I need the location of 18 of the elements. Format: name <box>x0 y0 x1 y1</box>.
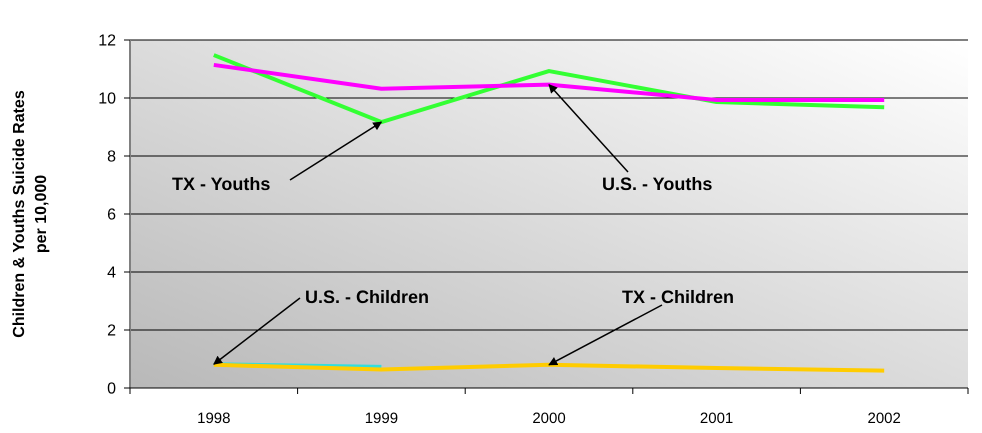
x-tick-label: 1999 <box>364 410 398 427</box>
annotation: U.S. - Children <box>305 287 430 307</box>
line-series <box>212 62 886 102</box>
x-tick-label: 2000 <box>532 410 566 427</box>
y-tick-label: 10 <box>98 90 116 108</box>
y-tick-label: 4 <box>107 264 116 282</box>
y-tick-label: 6 <box>107 206 116 224</box>
x-tick-label: 2001 <box>700 410 734 427</box>
annotation: TX - Children <box>622 287 734 307</box>
annotation: U.S. - Youths <box>602 174 712 194</box>
y-tick-label: 12 <box>98 32 116 50</box>
y-axis-title: Children & Youths Suicide Rates per 10,000 <box>11 90 50 338</box>
x-tick-label: 2002 <box>868 410 901 427</box>
annotation: TX - Youths <box>172 174 270 194</box>
x-tick-label: 1998 <box>197 410 230 427</box>
y-tick-label: 8 <box>107 148 116 166</box>
y-tick-label: 2 <box>107 322 116 340</box>
y-tick-label: 0 <box>107 380 116 398</box>
